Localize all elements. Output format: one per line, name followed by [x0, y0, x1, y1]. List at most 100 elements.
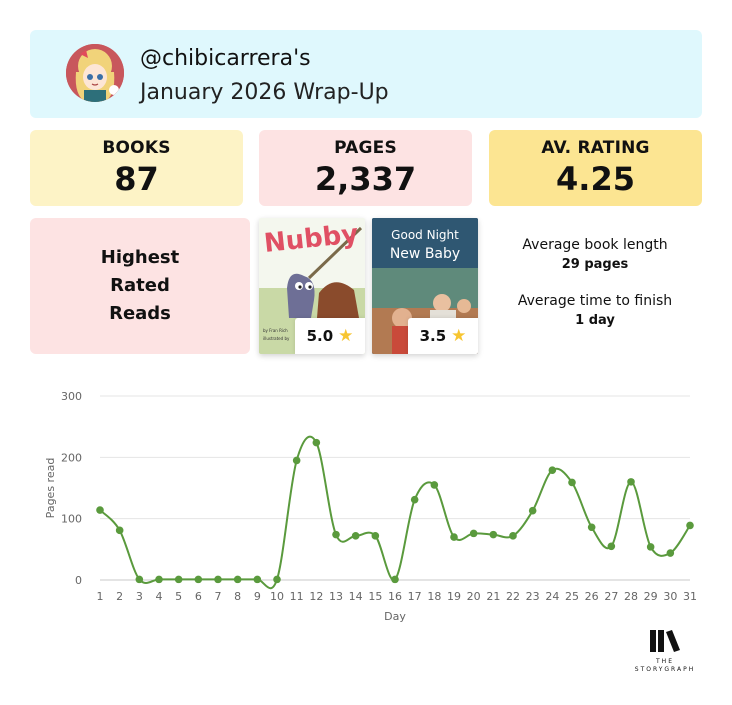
- pages-label: PAGES: [334, 138, 397, 158]
- x-tick-label: 25: [565, 590, 579, 603]
- x-tick-label: 13: [329, 590, 343, 603]
- data-point: [155, 575, 163, 584]
- x-tick-label: 31: [683, 590, 697, 603]
- x-tick-label: 18: [427, 590, 441, 603]
- y-axis-label: Pages read: [44, 458, 57, 519]
- data-point: [489, 530, 498, 539]
- rating-value: 4.25: [556, 160, 635, 198]
- x-tick-label: 7: [215, 590, 222, 603]
- x-tick-label: 5: [175, 590, 182, 603]
- svg-text:by Fran Rich: by Fran Rich: [263, 328, 288, 333]
- average-finish-label: Average time to finish: [517, 293, 673, 309]
- x-tick-label: 4: [156, 590, 163, 603]
- data-point: [666, 549, 675, 557]
- average-length-value: 29 pages: [561, 257, 629, 272]
- data-point: [528, 506, 537, 515]
- data-point: [253, 575, 262, 584]
- data-point: [332, 530, 340, 539]
- data-point: [96, 506, 104, 514]
- data-point: [686, 521, 694, 530]
- x-tick-label: 10: [270, 590, 284, 603]
- storygraph-logo: THE STORYGRAPH: [620, 628, 710, 674]
- x-tick-label: 2: [116, 590, 123, 603]
- series-line: [99, 435, 691, 590]
- y-tick-label: 300: [61, 390, 82, 403]
- storygraph-books-icon: [650, 630, 680, 652]
- pages-stat-card: PAGES 2,337: [259, 130, 472, 206]
- x-tick-label: 11: [290, 590, 304, 603]
- x-tick-label: 27: [604, 590, 618, 603]
- data-point: [587, 523, 596, 532]
- data-point: [214, 575, 222, 584]
- books-value: 87: [114, 160, 159, 198]
- data-point: [568, 478, 576, 487]
- average-length-label: Average book length: [522, 237, 668, 253]
- data-point: [450, 533, 458, 541]
- logo-line-2: STORYGRAPH: [634, 666, 696, 673]
- x-tick-label: 9: [254, 590, 261, 603]
- x-tick-label: 23: [526, 590, 540, 603]
- data-point: [194, 575, 203, 584]
- highest-rated-label: Highest Rated Reads: [100, 247, 180, 324]
- x-tick-label: 24: [545, 590, 559, 603]
- book-rating-value: 5.0: [306, 327, 334, 345]
- logo-line-1: THE: [656, 658, 674, 665]
- x-tick-label: 20: [467, 590, 481, 603]
- x-tick-label: 16: [388, 590, 402, 603]
- new-baby-cover-title-1: Good Night: [391, 228, 459, 242]
- data-point: [548, 466, 557, 475]
- book-cover-good-night-new-baby[interactable]: Good Night New Baby 3.5 ★: [372, 218, 478, 354]
- x-tick-label: 21: [486, 590, 500, 603]
- x-tick-label: 1: [97, 590, 104, 603]
- data-point: [410, 495, 419, 504]
- average-length-block: Average book length 29 pages: [495, 237, 695, 272]
- data-point: [430, 481, 439, 489]
- x-tick-label: 26: [585, 590, 599, 603]
- x-tick-label: 19: [447, 590, 461, 603]
- books-label: BOOKS: [102, 138, 171, 158]
- x-tick-label: 17: [408, 590, 422, 603]
- y-tick-label: 100: [61, 513, 82, 526]
- data-point: [233, 575, 242, 584]
- x-tick-label: 22: [506, 590, 520, 603]
- book-cover-nubby[interactable]: Nubby by Fran Rich illustrated by 5.0 ★: [259, 218, 365, 354]
- pages-value: 2,337: [314, 160, 417, 198]
- x-axis-label: Day: [384, 610, 406, 623]
- y-tick-label: 200: [61, 451, 82, 464]
- rating-stat-card: AV. RATING 4.25: [489, 130, 702, 206]
- avatar-illustration: [66, 44, 124, 102]
- header-card: @chibicarrera's January 2026 Wrap-Up: [30, 30, 702, 118]
- x-tick-label: 28: [624, 590, 638, 603]
- user-handle: @chibicarrera's: [140, 46, 311, 71]
- books-stat-card: BOOKS 87: [30, 130, 243, 206]
- data-point: [312, 438, 321, 447]
- data-point: [509, 532, 517, 540]
- data-point: [391, 575, 399, 584]
- star-icon: ★: [338, 326, 354, 346]
- average-finish-block: Average time to finish 1 day: [495, 293, 695, 328]
- rating-label: AV. RATING: [541, 138, 650, 158]
- data-point: [273, 575, 281, 584]
- data-point: [292, 456, 301, 465]
- avatar[interactable]: [66, 44, 124, 102]
- data-point: [469, 529, 478, 538]
- x-tick-label: 14: [349, 590, 363, 603]
- data-point: [371, 532, 380, 540]
- average-finish-value: 1 day: [575, 313, 615, 328]
- data-point: [174, 575, 183, 584]
- book-rating-badge: 5.0 ★: [295, 318, 365, 354]
- svg-text:illustrated by: illustrated by: [263, 336, 290, 341]
- book-rating-badge: 3.5 ★: [408, 318, 478, 354]
- x-tick-label: 8: [234, 590, 241, 603]
- x-tick-label: 6: [195, 590, 202, 603]
- x-tick-label: 3: [136, 590, 143, 603]
- new-baby-cover-title-2: New Baby: [390, 246, 460, 262]
- x-tick-label: 29: [644, 590, 658, 603]
- wrap-up-title: January 2026 Wrap-Up: [140, 80, 389, 105]
- data-point: [607, 542, 616, 551]
- y-tick-label: 0: [75, 574, 82, 587]
- data-point: [135, 575, 144, 584]
- book-rating-value: 3.5: [419, 327, 447, 345]
- new-baby-cover-art: Good Night New Baby: [372, 218, 478, 354]
